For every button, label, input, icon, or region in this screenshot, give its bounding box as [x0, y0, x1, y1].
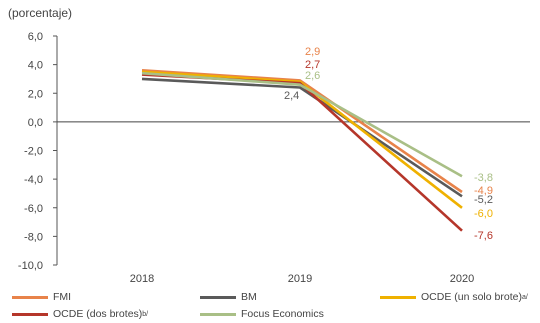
annotation-2020: -7,6 — [474, 230, 493, 242]
legend-swatch-ocde-un-solo-brote — [380, 295, 416, 299]
y-tick-label: 2,0 — [28, 88, 43, 100]
legend-swatch-fmi — [12, 295, 48, 299]
legend-label-ocde-dos-brotes: OCDE (dos brotes) — [53, 308, 143, 320]
y-tick-label: -2,0 — [24, 146, 43, 158]
series-lines — [141, 69, 463, 232]
series-line — [141, 73, 463, 232]
legend-swatch-bm — [200, 295, 236, 299]
legend-swatch-focus-economics — [200, 312, 236, 316]
y-tick-label: 0,0 — [28, 117, 43, 129]
legend-item-fmi: FMI — [12, 291, 71, 303]
y-tick-label: 4,0 — [28, 60, 43, 72]
legend-label-ocde-un-solo-brote: OCDE (un solo brote) — [421, 291, 522, 303]
legend-item-bm: BM — [200, 291, 257, 303]
annotation-2019: 2,7 — [305, 59, 320, 71]
x-axis-ticks: 2018 2019 2020 — [130, 273, 474, 285]
series-line — [141, 70, 463, 209]
legend: FMI BM OCDE (un solo brote) a/ OCDE (dos … — [12, 291, 540, 323]
value-annotations: 2,92,72,6 2,4 -3,8-4,9-5,2 -6,0 -7,6 — [284, 46, 493, 242]
legend-item-ocde-dos-brotes: OCDE (dos brotes) b/ — [12, 308, 148, 320]
legend-label-bm: BM — [241, 291, 257, 303]
y-axis-unit-label: (porcentaje) — [8, 6, 73, 20]
legend-item-ocde-un-solo-brote: OCDE (un solo brote) a/ — [380, 291, 528, 303]
annotation-2019: 2,6 — [305, 70, 320, 82]
y-tick-label: -10,0 — [18, 260, 43, 272]
legend-item-focus-economics: Focus Economics — [200, 308, 324, 320]
annotation-2019: 2,9 — [305, 46, 320, 58]
series-line — [141, 71, 463, 178]
y-tick-label: -6,0 — [24, 203, 43, 215]
legend-footnote-a: a/ — [521, 293, 528, 301]
legend-label-fmi: FMI — [53, 291, 72, 303]
y-tick-label: -4,0 — [24, 174, 43, 186]
y-axis-ticks: 6,0 4,0 2,0 0,0 -2,0 -4,0 -6,0 -8,0 -10,0 — [18, 31, 57, 272]
legend-label-focus-economics: Focus Economics — [241, 308, 324, 320]
legend-swatch-ocde-dos-brotes — [12, 312, 48, 316]
y-tick-label: -8,0 — [24, 231, 43, 243]
annotation-2020: -5,2 — [474, 194, 493, 206]
annotation-2019: 2,4 — [284, 90, 299, 102]
annotation-2020: -4,9 — [474, 185, 493, 197]
x-tick-label: 2019 — [288, 273, 312, 285]
y-tick-label: 6,0 — [28, 31, 43, 43]
x-tick-label: 2018 — [130, 273, 154, 285]
annotation-2020: -3,8 — [474, 172, 493, 184]
x-tick-label: 2020 — [450, 273, 474, 285]
series-line — [141, 69, 463, 194]
annotation-2020: -6,0 — [474, 208, 493, 220]
legend-footnote-b: b/ — [142, 310, 149, 318]
series-line — [141, 77, 463, 198]
